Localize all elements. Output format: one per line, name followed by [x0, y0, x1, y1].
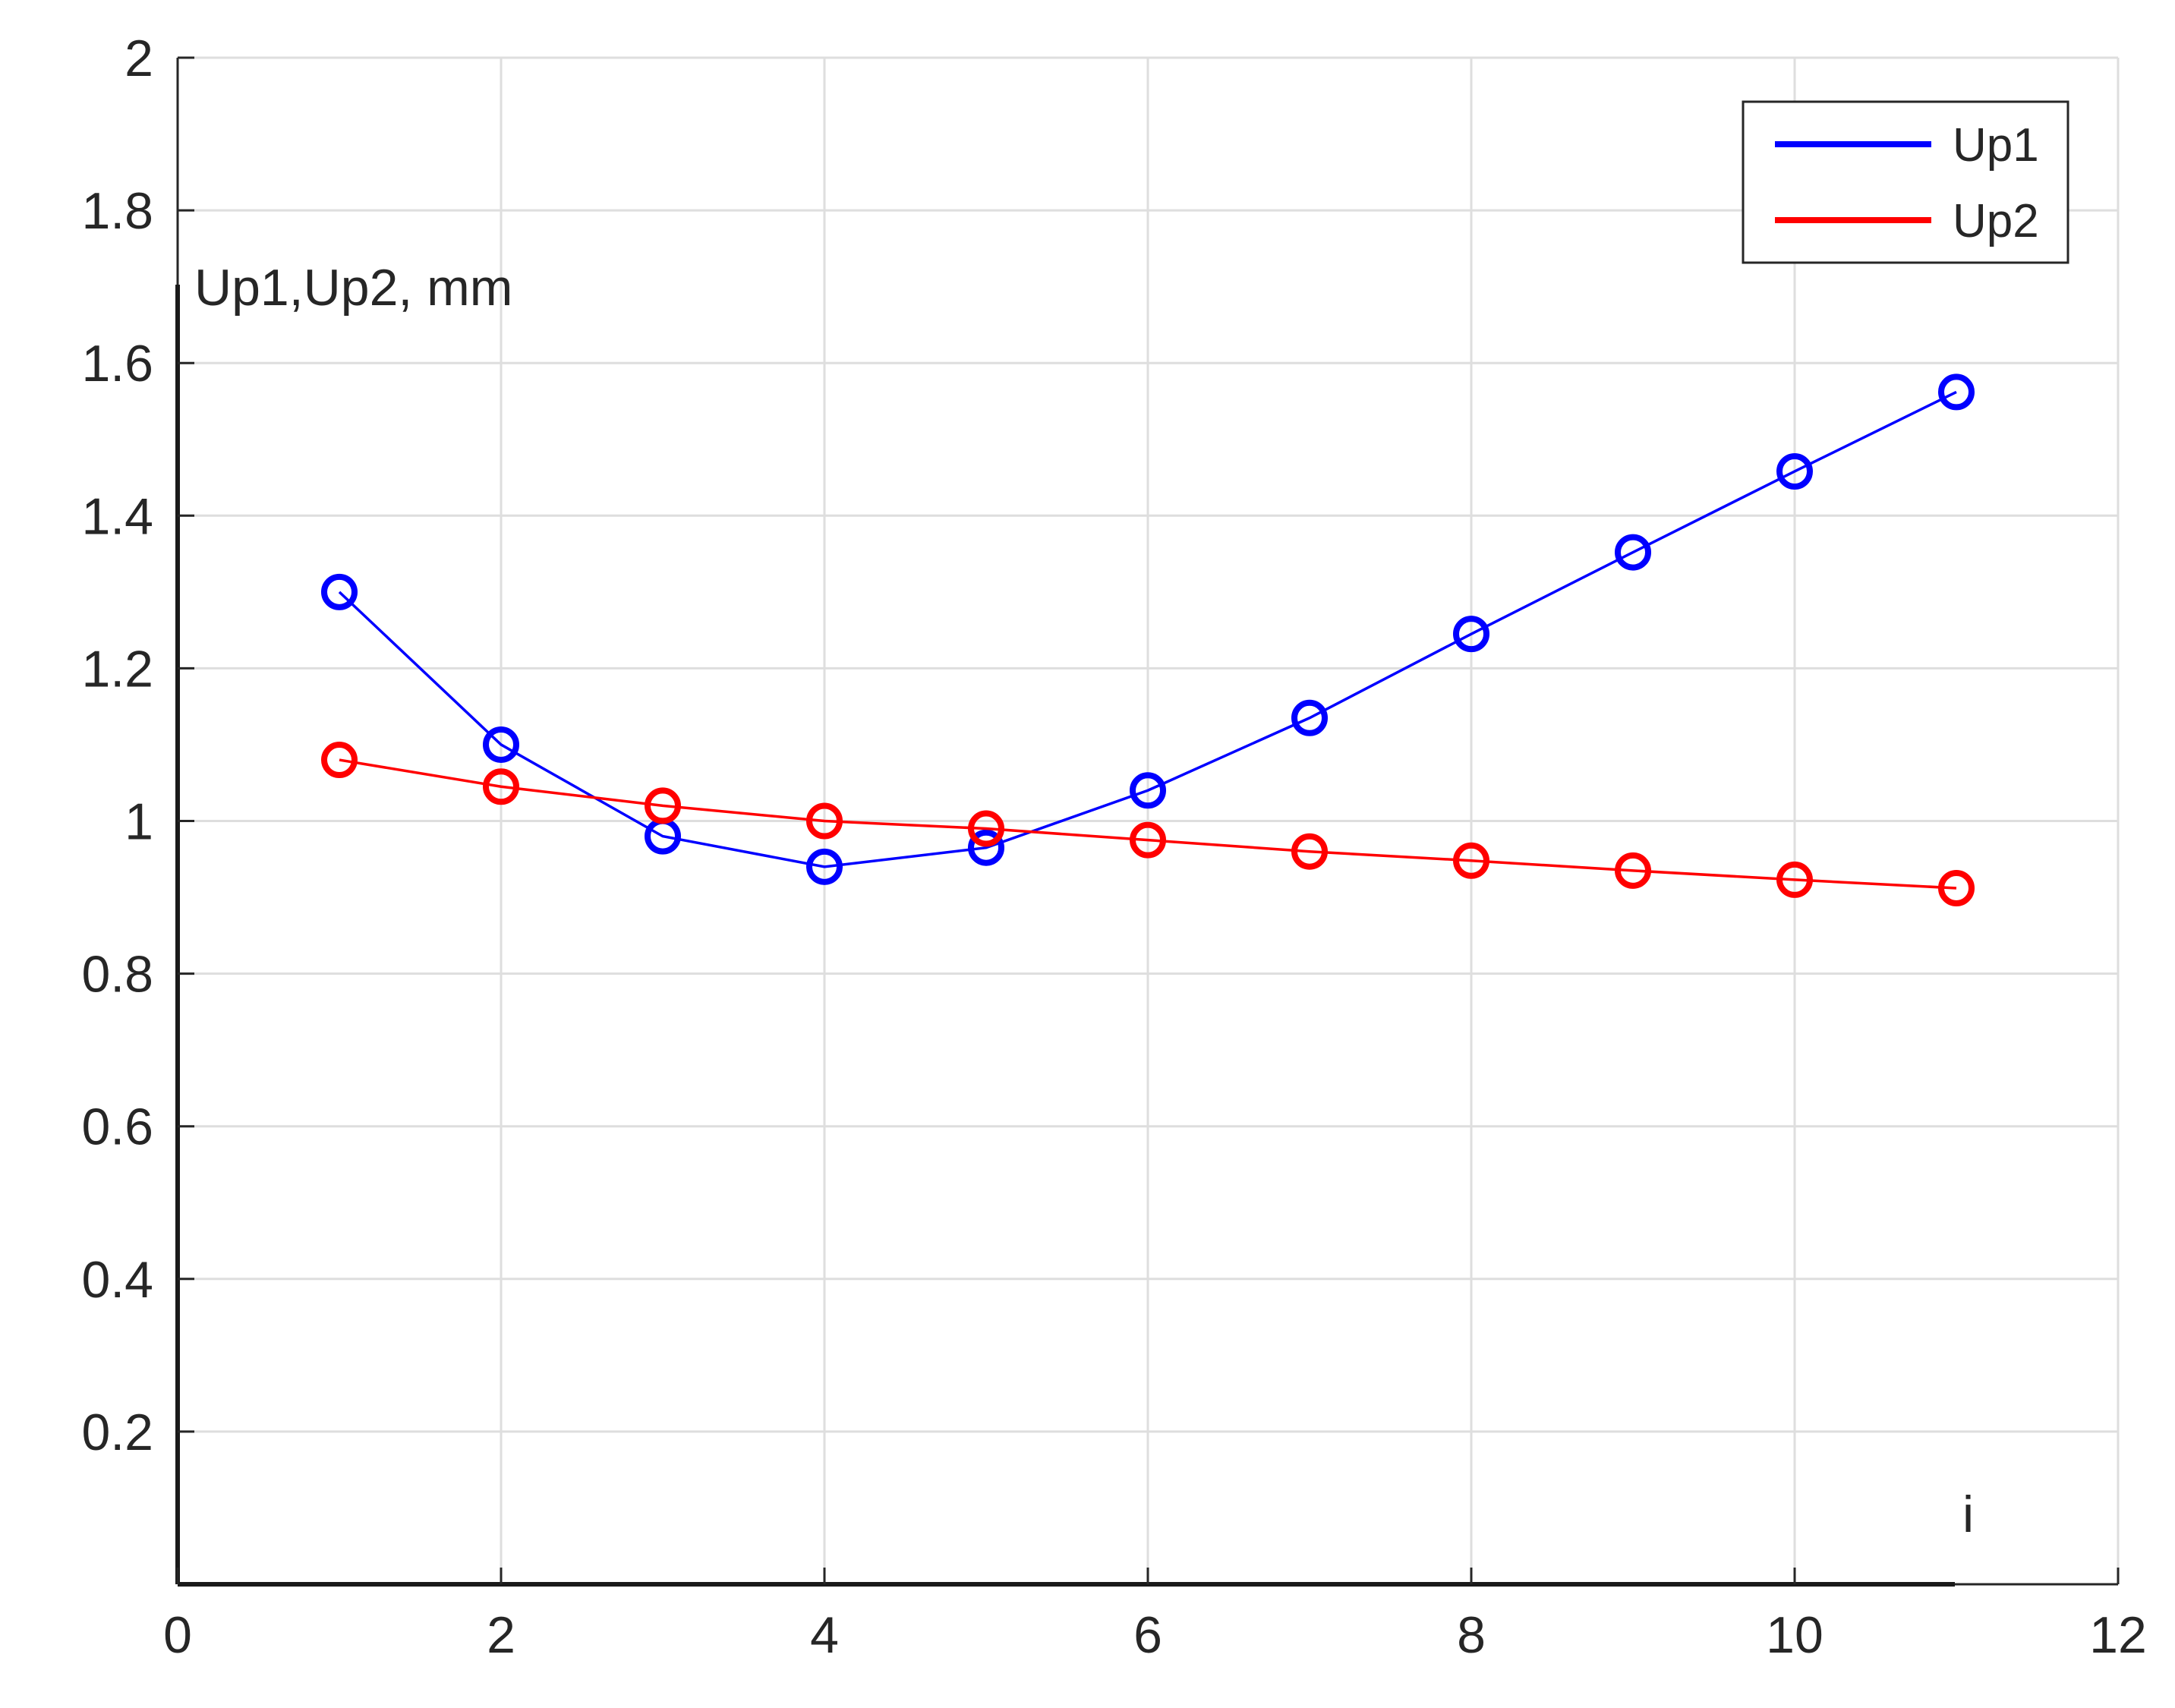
- data-point: [321, 742, 358, 779]
- y-tick-label: 0.4: [81, 1251, 153, 1309]
- data-point: [483, 768, 519, 805]
- data-point: [968, 810, 1004, 847]
- data-point: [806, 802, 843, 840]
- data-point: [1453, 616, 1489, 653]
- y-tick-label: 0.2: [81, 1404, 153, 1461]
- x-tick-label: 4: [810, 1606, 839, 1664]
- x-tick-label: 8: [1457, 1606, 1486, 1664]
- tick-labels: 0 2 4 6 8 10 12 0.2 0.4 0.6 0.8 1 1.2 1.4 1.6 1.8 2: [81, 30, 2146, 1664]
- y-tick-label: 1.2: [81, 640, 153, 698]
- y-axis-label: Up1,Up2, mm: [194, 259, 512, 317]
- data-point: [1130, 772, 1166, 809]
- data-point: [806, 848, 843, 885]
- data-point: [483, 726, 519, 763]
- x-tick-label: 6: [1133, 1606, 1162, 1664]
- x-tick-label: 0: [163, 1606, 192, 1664]
- data-point: [1776, 861, 1813, 898]
- x-tick-label: 2: [487, 1606, 515, 1664]
- data-point: [968, 829, 1004, 866]
- grid-lines: [178, 56, 2120, 1584]
- data-point: [1615, 852, 1651, 889]
- data-point: [1938, 869, 1975, 906]
- data-point: [1130, 821, 1166, 859]
- legend-label: Up2: [1953, 195, 2039, 247]
- series-Up1: [321, 373, 1975, 885]
- y-tick-label: 0.6: [81, 1098, 153, 1156]
- axes: [175, 56, 2120, 1587]
- data-series: [321, 373, 1975, 906]
- x-axis-label: i: [1962, 1486, 1974, 1543]
- data-point: [1776, 452, 1813, 490]
- series-line: [338, 390, 1957, 868]
- data-point: [1615, 534, 1651, 571]
- x-tick-label: 12: [2089, 1606, 2147, 1664]
- data-point: [1453, 842, 1489, 879]
- series-line: [339, 758, 1957, 890]
- data-point: [321, 573, 358, 610]
- series-Up2: [321, 742, 1975, 906]
- y-tick-label: 0.8: [81, 946, 153, 1004]
- y-tick-label: 1.4: [81, 487, 153, 545]
- x-tick-label: 10: [1766, 1606, 1824, 1664]
- data-point: [645, 787, 681, 824]
- y-tick-label: 1: [125, 793, 153, 851]
- y-tick-label: 1.6: [81, 335, 153, 392]
- data-point: [1291, 833, 1328, 870]
- legend-box: [1742, 100, 2069, 264]
- data-point: [1291, 699, 1328, 736]
- data-point: [1938, 373, 1975, 411]
- legend-label: Up1: [1953, 119, 2039, 172]
- y-tick-label: 2: [125, 30, 153, 87]
- y-tick-label: 1.8: [81, 182, 153, 240]
